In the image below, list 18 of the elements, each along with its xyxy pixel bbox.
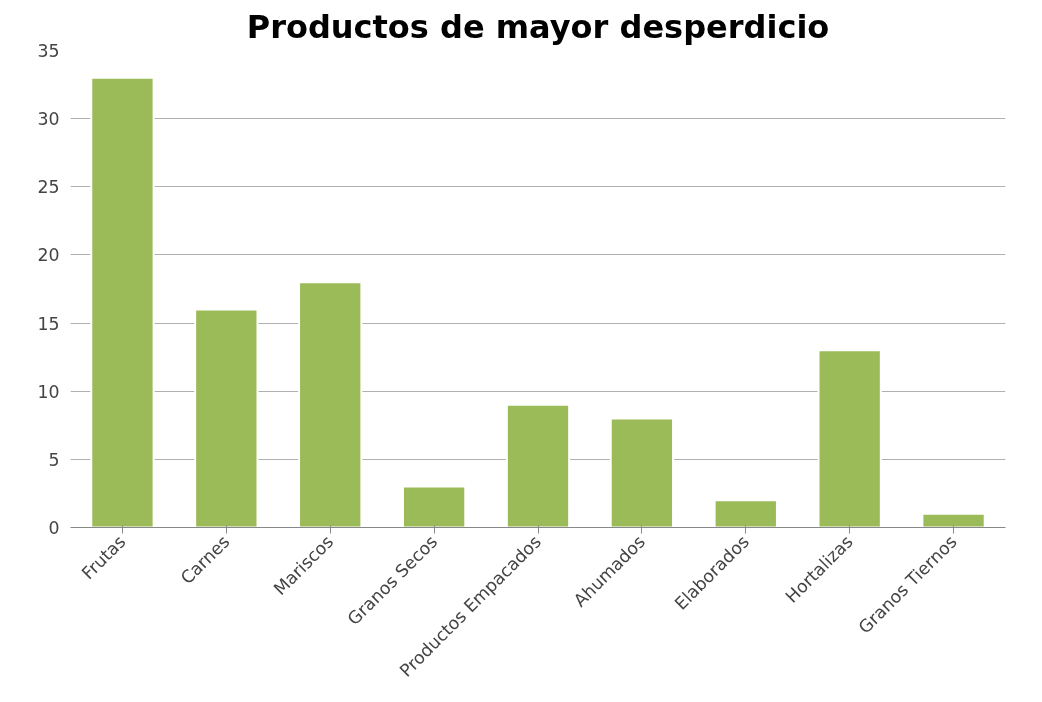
bar: [817, 349, 882, 528]
y-tick-label: 15: [37, 313, 60, 334]
bar: [298, 281, 363, 528]
bar: [609, 417, 675, 528]
y-tick-label: 0: [48, 518, 60, 538]
bar: [401, 485, 467, 528]
bar: [713, 499, 778, 528]
y-tick-label: 30: [37, 109, 60, 130]
bar: [921, 512, 986, 528]
bar: [505, 403, 571, 528]
y-tick-label: 25: [37, 177, 60, 198]
y-tick-label: 35: [37, 41, 60, 61]
y-tick-label: 10: [37, 381, 60, 402]
chart-title: Productos de mayor desperdicio: [246, 7, 830, 46]
y-tick-label: 20: [37, 245, 60, 266]
bar: [90, 76, 155, 528]
bar: [194, 308, 259, 528]
y-tick-label: 5: [48, 449, 60, 470]
